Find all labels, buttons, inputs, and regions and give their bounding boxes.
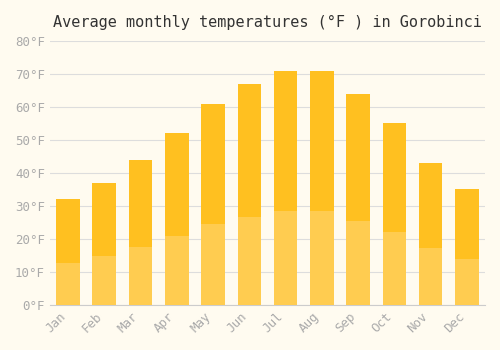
- Bar: [238, 217, 261, 305]
- Bar: [419, 163, 442, 305]
- Title: Average monthly temperatures (°F ) in Gorobinci: Average monthly temperatures (°F ) in Go…: [53, 15, 482, 30]
- Bar: [310, 211, 334, 305]
- Bar: [382, 232, 406, 305]
- Bar: [238, 84, 261, 305]
- Bar: [202, 224, 225, 305]
- Bar: [165, 236, 188, 305]
- Bar: [92, 256, 116, 305]
- Bar: [128, 160, 152, 305]
- Bar: [56, 263, 80, 305]
- Bar: [310, 71, 334, 305]
- Bar: [56, 199, 80, 305]
- Bar: [455, 189, 478, 305]
- Bar: [346, 94, 370, 305]
- Bar: [419, 248, 442, 305]
- Bar: [455, 259, 478, 305]
- Bar: [274, 211, 297, 305]
- Bar: [346, 220, 370, 305]
- Bar: [165, 133, 188, 305]
- Bar: [382, 124, 406, 305]
- Bar: [202, 104, 225, 305]
- Bar: [274, 71, 297, 305]
- Bar: [128, 247, 152, 305]
- Bar: [92, 183, 116, 305]
